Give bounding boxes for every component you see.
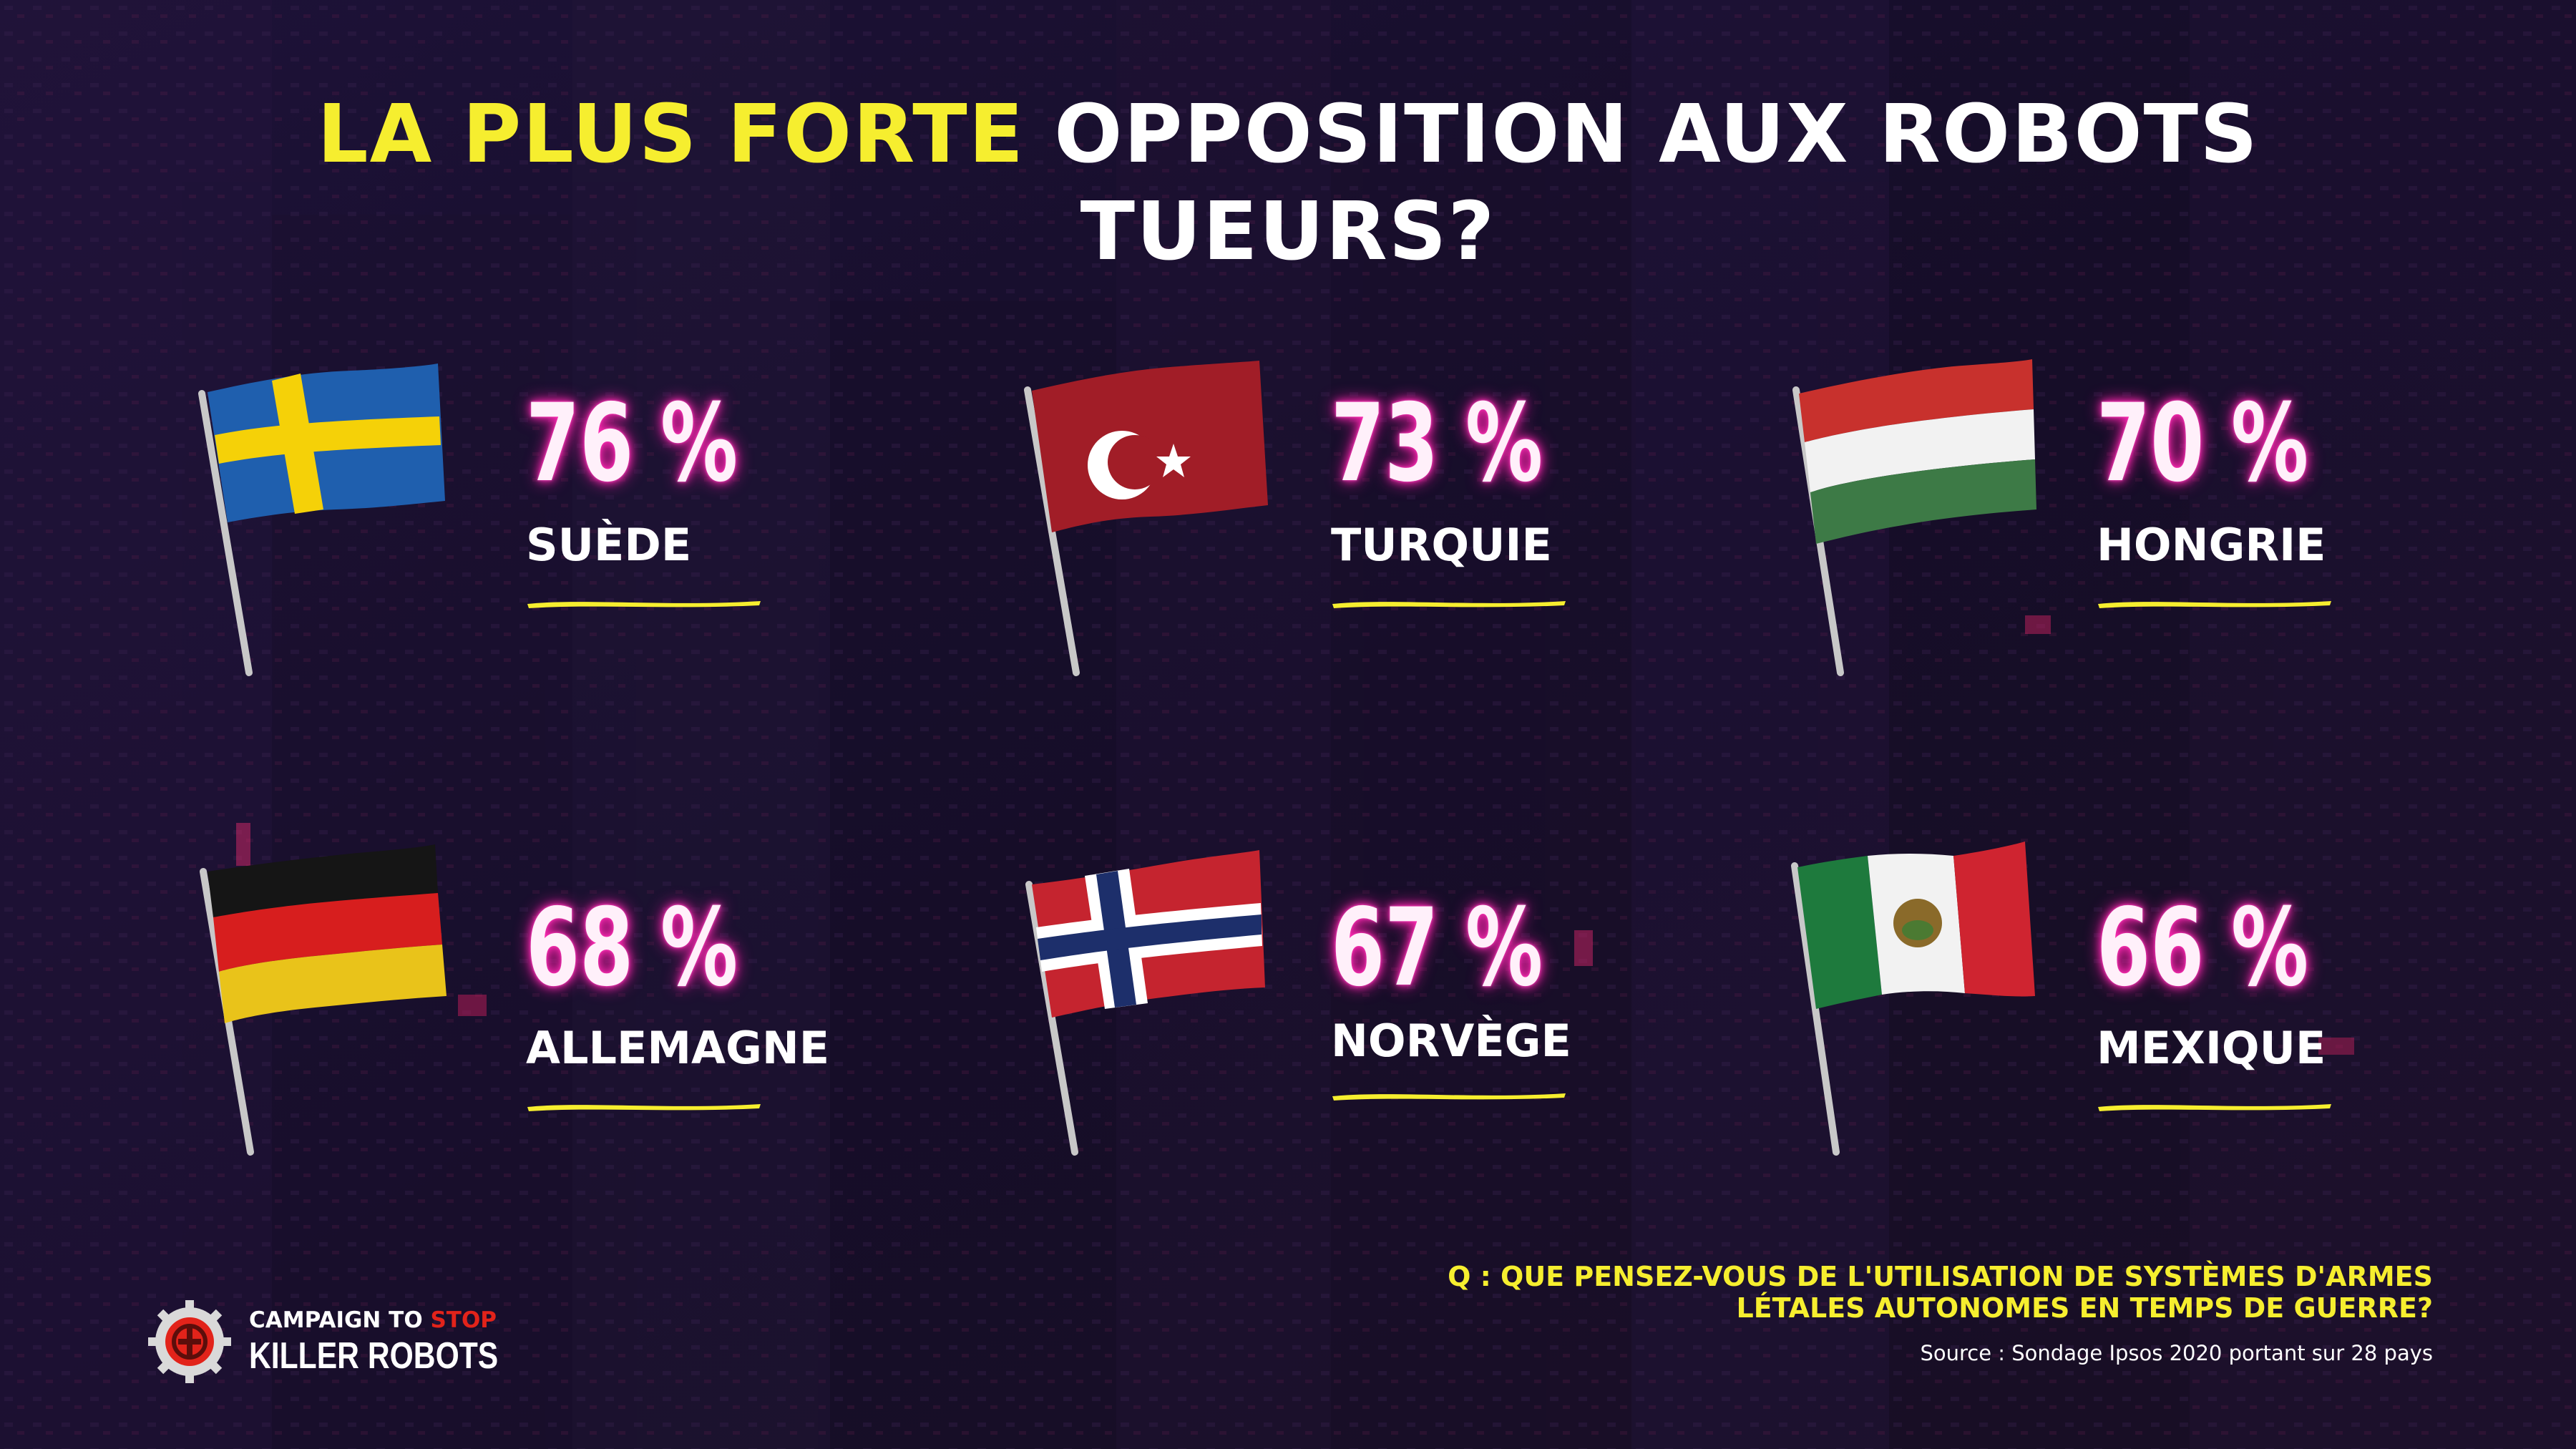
- germany-label: ALLEMAGNE: [526, 1022, 830, 1074]
- germany-percent: 68 %: [526, 886, 738, 1010]
- germany-flag-icon: [200, 844, 447, 1156]
- mexico-percent: 66 %: [2097, 886, 2309, 1010]
- hungary-underline: [2098, 601, 2331, 608]
- sweden-percent: 76 %: [526, 381, 738, 506]
- norway-label: NORVÈGE: [1331, 1015, 1571, 1067]
- question-line2: LÉTALES AUTONOMES EN TEMPS DE GUERRE?: [1736, 1292, 2433, 1324]
- logo-text-line1: CAMPAIGN TO STOP: [249, 1307, 497, 1333]
- norway-flag-icon: [1025, 850, 1265, 1156]
- sweden-label: SUÈDE: [526, 519, 692, 571]
- norway-underline: [1332, 1093, 1566, 1101]
- source-note: Source : Sondage Ipsos 2020 portant sur …: [1920, 1341, 2433, 1365]
- turkey-underline: [1332, 601, 1566, 608]
- gear-robot-logo-icon: [148, 1300, 231, 1383]
- hungary-percent: 70 %: [2097, 381, 2309, 506]
- question-line1: Q : QUE PENSEZ-VOUS DE L'UTILISATION DE …: [1448, 1261, 2433, 1292]
- mexico-label: MEXIQUE: [2097, 1022, 2326, 1074]
- logo-text-line2: KILLER ROBOTS: [249, 1335, 499, 1377]
- turkey-flag-icon: [1024, 361, 1268, 676]
- page-title: LA PLUS FORTE OPPOSITION AUX ROBOTS TUEU…: [0, 86, 2576, 280]
- title-highlight: LA PLUS FORTE: [317, 88, 1025, 181]
- survey-question: Q : QUE PENSEZ-VOUS DE L'UTILISATION DE …: [1288, 1261, 2433, 1324]
- turkey-label: TURQUIE: [1331, 519, 1552, 571]
- mexico-underline: [2098, 1104, 2331, 1111]
- sweden-flag-icon: [198, 364, 445, 676]
- sweden-underline: [527, 601, 761, 608]
- title-rest: OPPOSITION AUX ROBOTS: [1054, 88, 2259, 181]
- germany-underline: [527, 1104, 761, 1111]
- hungary-label: HONGRIE: [2097, 519, 2326, 571]
- campaign-logo: CAMPAIGN TO STOP KILLER ROBOTS: [147, 1299, 547, 1385]
- turkey-percent: 73 %: [1331, 381, 1543, 506]
- hungary-flag-icon: [1792, 359, 2036, 676]
- norway-percent: 67 %: [1331, 886, 1543, 1010]
- mexico-flag-icon: [1791, 841, 2035, 1156]
- title-line2: TUEURS?: [1080, 185, 1496, 278]
